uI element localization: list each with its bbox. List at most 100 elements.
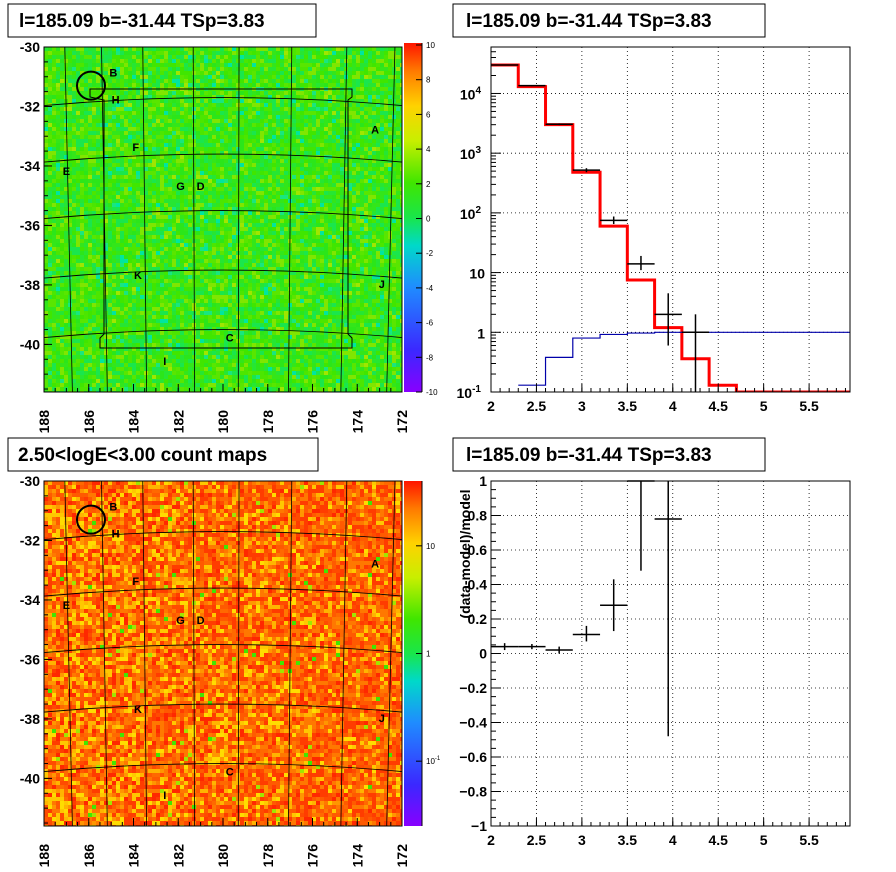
- map-pixel: [276, 67, 280, 71]
- map-pixel: [304, 115, 308, 119]
- map-pixel: [168, 227, 172, 231]
- map-pixel: [280, 179, 284, 183]
- map-pixel: [228, 183, 232, 187]
- map-pixel: [188, 127, 192, 131]
- map-pixel: [172, 235, 176, 239]
- map-pixel: [392, 67, 396, 71]
- map-pixel: [272, 255, 276, 259]
- map-pixel: [280, 191, 284, 195]
- map-pixel: [84, 111, 88, 115]
- map-pixel: [164, 187, 168, 191]
- map-pixel: [80, 119, 84, 123]
- map-pixel: [260, 223, 264, 227]
- map-pixel: [212, 159, 216, 163]
- map-pixel: [352, 47, 356, 51]
- map-pixel: [184, 247, 188, 251]
- map-pixel: [204, 227, 208, 231]
- map-pixel: [200, 171, 204, 175]
- map-pixel: [320, 223, 324, 227]
- map-pixel: [148, 211, 152, 215]
- map-pixel: [84, 135, 88, 139]
- map-pixel: [180, 115, 184, 119]
- map-pixel: [128, 191, 132, 195]
- map-pixel: [284, 71, 288, 75]
- map-pixel: [140, 95, 144, 99]
- map-pixel: [320, 259, 324, 263]
- map-pixel: [56, 255, 60, 259]
- map-pixel: [188, 191, 192, 195]
- map-pixel: [196, 247, 200, 251]
- map-pixel: [340, 71, 344, 75]
- map-pixel: [312, 251, 316, 255]
- map-pixel: [220, 75, 224, 79]
- map-pixel: [64, 187, 68, 191]
- map-pixel: [252, 163, 256, 167]
- map-pixel: [308, 239, 312, 243]
- map-pixel: [324, 151, 328, 155]
- map-pixel: [144, 103, 148, 107]
- map-pixel: [216, 203, 220, 207]
- map-pixel: [120, 179, 124, 183]
- map-pixel: [276, 83, 280, 87]
- map-pixel: [228, 155, 232, 159]
- map-pixel: [292, 199, 296, 203]
- map-pixel: [336, 143, 340, 147]
- map-pixel: [320, 83, 324, 87]
- map-pixel: [108, 83, 112, 87]
- map-pixel: [356, 211, 360, 215]
- map-pixel: [292, 103, 296, 107]
- map-pixel: [396, 247, 400, 251]
- map-pixel: [196, 75, 200, 79]
- map-pixel: [312, 131, 316, 135]
- map-pixel: [60, 175, 64, 179]
- map-pixel: [196, 195, 200, 199]
- map-pixel: [144, 75, 148, 79]
- map-pixel: [152, 259, 156, 263]
- map-pixel: [360, 251, 364, 255]
- map-pixel: [340, 191, 344, 195]
- map-pixel: [60, 235, 64, 239]
- map-pixel: [196, 51, 200, 55]
- map-pixel: [144, 191, 148, 195]
- map-pixel: [88, 235, 92, 239]
- map-pixel: [248, 63, 252, 67]
- map-pixel: [308, 203, 312, 207]
- map-pixel: [56, 79, 60, 83]
- map-pixel: [128, 199, 132, 203]
- map-pixel: [176, 263, 180, 267]
- map-pixel: [148, 179, 152, 183]
- map-pixel: [144, 267, 148, 271]
- map-pixel: [236, 123, 240, 127]
- map-pixel: [396, 79, 400, 83]
- map-pixel: [276, 251, 280, 255]
- map-pixel: [224, 75, 228, 79]
- map-pixel: [68, 243, 72, 247]
- map-pixel: [128, 67, 132, 71]
- map-pixel: [336, 63, 340, 67]
- map-pixel: [144, 207, 148, 211]
- map-pixel: [128, 119, 132, 123]
- map-pixel: [88, 75, 92, 79]
- map-pixel: [168, 111, 172, 115]
- map-pixel: [300, 231, 304, 235]
- map-pixel: [312, 95, 316, 99]
- map-pixel: [116, 255, 120, 259]
- map-pixel: [68, 139, 72, 143]
- map-pixel: [292, 219, 296, 223]
- map-pixel: [60, 135, 64, 139]
- map-pixel: [204, 59, 208, 63]
- map-pixel: [160, 143, 164, 147]
- map-pixel: [324, 251, 328, 255]
- map-pixel: [136, 159, 140, 163]
- map-pixel: [76, 171, 80, 175]
- map-pixel: [236, 83, 240, 87]
- map-pixel: [324, 223, 328, 227]
- map-pixel: [228, 219, 232, 223]
- map-pixel: [312, 63, 316, 67]
- map-pixel: [136, 75, 140, 79]
- map-pixel: [200, 127, 204, 131]
- map-pixel: [120, 83, 124, 87]
- map-pixel: [312, 83, 316, 87]
- map-pixel: [236, 239, 240, 243]
- map-pixel: [308, 139, 312, 143]
